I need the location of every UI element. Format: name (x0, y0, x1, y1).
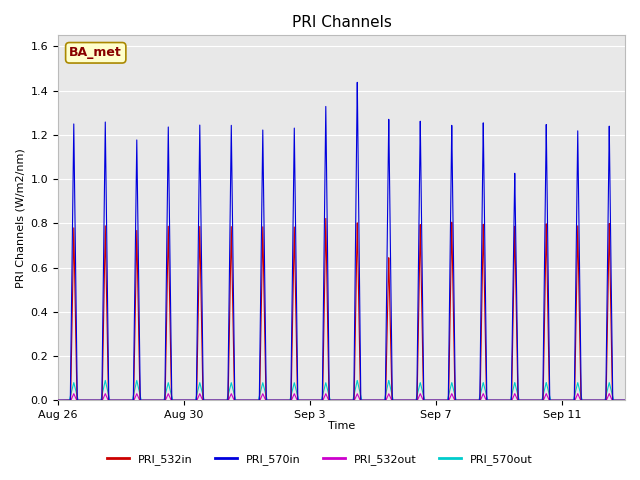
Y-axis label: PRI Channels (W/m2/nm): PRI Channels (W/m2/nm) (15, 148, 25, 288)
X-axis label: Time: Time (328, 421, 355, 432)
Legend: PRI_532in, PRI_570in, PRI_532out, PRI_570out: PRI_532in, PRI_570in, PRI_532out, PRI_57… (102, 450, 538, 469)
Title: PRI Channels: PRI Channels (292, 15, 392, 30)
Text: BA_met: BA_met (69, 46, 122, 60)
